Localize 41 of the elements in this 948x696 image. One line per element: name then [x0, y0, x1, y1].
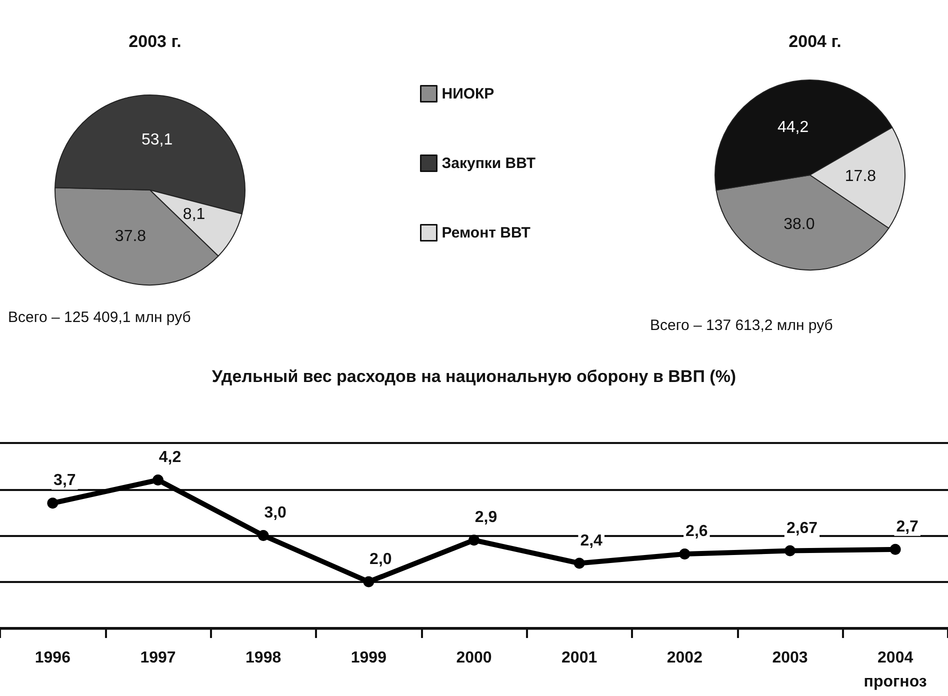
x-tick-label: 2000: [456, 650, 492, 666]
data-label: 2,7: [896, 518, 919, 536]
point: [152, 474, 164, 486]
point: [258, 530, 269, 541]
text: Всего – 125 409,1 млн руб: [8, 309, 191, 326]
point: [363, 576, 374, 588]
data-label: 3,7: [54, 472, 76, 490]
chart-title: Удельный вес расходов на национальную оборону в ВВП (%): [212, 367, 736, 386]
data-label: 38.0: [784, 216, 815, 233]
data-label: 2,9: [474, 509, 498, 526]
point: [784, 545, 796, 556]
data-label: 44,2: [777, 118, 809, 136]
x-tick-label: 2001: [562, 650, 598, 666]
point: [890, 544, 901, 555]
point: [574, 558, 585, 569]
x-tick-label: 1997: [140, 650, 176, 666]
point: [47, 498, 58, 509]
x-tick-label: 1996: [34, 650, 71, 666]
data-label: 37.8: [114, 228, 146, 246]
chart-title: 2003 г.: [128, 32, 182, 51]
data-label: 2,4: [580, 532, 603, 550]
data-label: 2,67: [786, 520, 818, 537]
data-label: 2,6: [686, 523, 708, 540]
data-label: 4,2: [158, 449, 182, 466]
x-tick-label: 1999: [350, 650, 387, 666]
x-tick-label: 2003: [772, 650, 808, 666]
point: [468, 534, 480, 546]
x-tick-label: 2002: [666, 650, 703, 666]
point: [679, 548, 690, 560]
legend-label: Ремонт ВВТ: [442, 224, 530, 242]
data-label: 3,0: [264, 504, 287, 522]
data-label: 8,1: [182, 206, 206, 224]
data-label: 17.8: [844, 168, 876, 186]
chart-title: 2004 г.: [788, 32, 842, 51]
data-label: 2,0: [370, 550, 392, 568]
legend-label: Закупки ВВТ: [442, 154, 536, 172]
x-tick-label: 2004 прогноз: [864, 650, 927, 690]
data-label: 53,1: [141, 131, 173, 148]
x-tick-label: 1998: [246, 650, 282, 666]
text: Всего – 137 613,2 млн руб: [650, 317, 833, 334]
legend-label: НИОКР: [442, 85, 494, 102]
